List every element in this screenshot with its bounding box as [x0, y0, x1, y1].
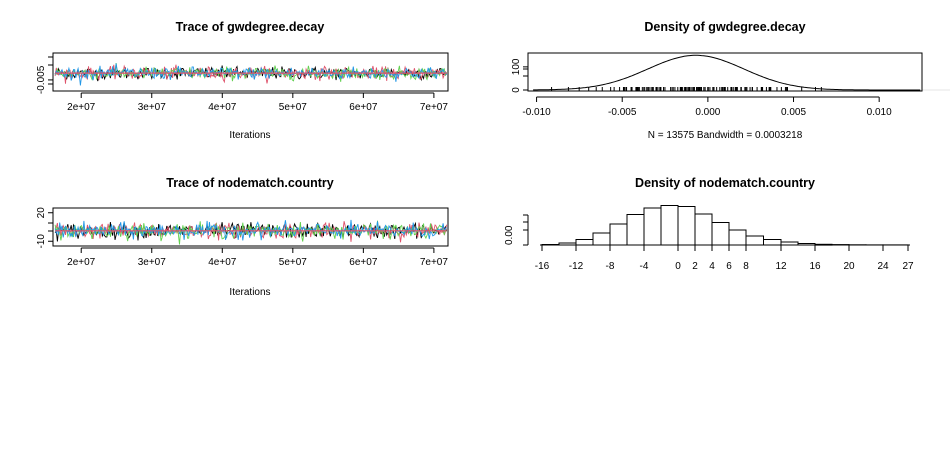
histogram-bar [745, 235, 764, 246]
histogram-bar [609, 223, 628, 246]
histogram-bar [677, 206, 696, 246]
x-tick-label: -0.010 [522, 107, 551, 118]
x-tick-label: 3e+07 [138, 257, 167, 268]
chart-title: Density of nodematch.country [635, 176, 815, 190]
axes: 2e+07 3e+07 4e+07 5e+07 6e+07 7e+07 -10 20 [36, 207, 448, 268]
x-axis-label: Iterations [229, 130, 270, 141]
x-tick-label: -16 [535, 261, 550, 272]
x-axis-label: N = 13575 Bandwidth = 0.0003218 [648, 130, 803, 141]
density-nodematch-panel: Density of nodematch.country -16 -12 -8 -4 0… [504, 176, 914, 272]
x-tick-label: 27 [902, 261, 914, 272]
y-tick-label: -10 [36, 234, 47, 249]
trace-series-group [54, 63, 448, 86]
x-axis-label: Iterations [229, 287, 270, 298]
x-tick-label: 2e+07 [67, 257, 96, 268]
trace-series-line [54, 219, 447, 241]
histogram-bar [660, 205, 679, 246]
x-tick-label: 7e+07 [420, 102, 449, 113]
axes: -0.010 -0.005 0.000 0.005 0.010 0 100 [511, 58, 950, 118]
x-tick-label: 12 [775, 261, 787, 272]
plot-box [527, 52, 923, 92]
chart-title: Trace of nodematch.country [166, 176, 333, 190]
trace-gwdegree-panel: Trace of gwdegree.decay 2e+07 3e+07 4e+07 5… [36, 20, 449, 141]
histogram-bar [711, 222, 730, 246]
x-tick-label: 6e+07 [349, 102, 378, 113]
density-curve [533, 54, 921, 91]
x-tick-label: 4e+07 [208, 257, 237, 268]
x-tick-label: 0.000 [695, 107, 720, 118]
y-tick-label: 0.00 [504, 225, 515, 245]
axes: -16 -12 -8 -4 0 2 4 6 8 12 16 20 24 270.00 [504, 214, 914, 272]
x-tick-label: 0 [675, 261, 681, 272]
axes: 2e+07 3e+07 4e+07 5e+07 6e+07 7e+07 -0.005 [36, 56, 449, 113]
x-tick-label: 5e+07 [279, 257, 308, 268]
x-tick-label: -4 [640, 261, 649, 272]
x-tick-label: 6 [726, 261, 732, 272]
x-tick-label: 0.010 [867, 107, 892, 118]
chart-title: Trace of gwdegree.decay [176, 20, 325, 34]
y-tick-label: 0 [511, 87, 522, 93]
histogram-bar [728, 229, 747, 246]
x-tick-label: 7e+07 [420, 257, 449, 268]
x-tick-label: 2 [692, 261, 698, 272]
x-tick-label: -12 [569, 261, 584, 272]
x-tick-label: 8 [743, 261, 749, 272]
x-tick-label: 5e+07 [279, 102, 308, 113]
plot-box [52, 207, 449, 247]
chart-title: Density of gwdegree.decay [644, 20, 805, 34]
histogram-bar [763, 239, 782, 246]
plot-box [52, 52, 449, 92]
y-tick-label: -0.005 [36, 65, 47, 94]
x-tick-label: 4e+07 [208, 102, 237, 113]
histogram-bar [643, 207, 662, 246]
density-curve-group [533, 54, 921, 91]
x-tick-label: 20 [843, 261, 855, 272]
histogram-bar [592, 232, 611, 246]
x-tick-label: 16 [809, 261, 821, 272]
y-tick-label: 100 [511, 58, 522, 75]
x-tick-label: 3e+07 [138, 102, 167, 113]
histogram-bar [694, 213, 713, 246]
histogram-bar [626, 214, 645, 246]
x-tick-label: 2e+07 [67, 102, 96, 113]
x-tick-label: 6e+07 [349, 257, 378, 268]
x-tick-label: 24 [877, 261, 889, 272]
trace-series-group [54, 219, 448, 245]
x-tick-label: 4 [709, 261, 715, 272]
x-tick-label: 0.005 [781, 107, 806, 118]
histogram-bar [575, 239, 594, 246]
histogram-bars-group [541, 205, 909, 246]
y-tick-label: 20 [36, 207, 47, 219]
trace-nodematch-panel: Trace of nodematch.country 2e+07 3e+07 4e+… [36, 176, 449, 298]
x-tick-label: -8 [606, 261, 615, 272]
x-tick-label: -0.005 [608, 107, 637, 118]
density-gwdegree-panel: Density of gwdegree.decay -0.010 -0.005 0.… [511, 20, 950, 141]
